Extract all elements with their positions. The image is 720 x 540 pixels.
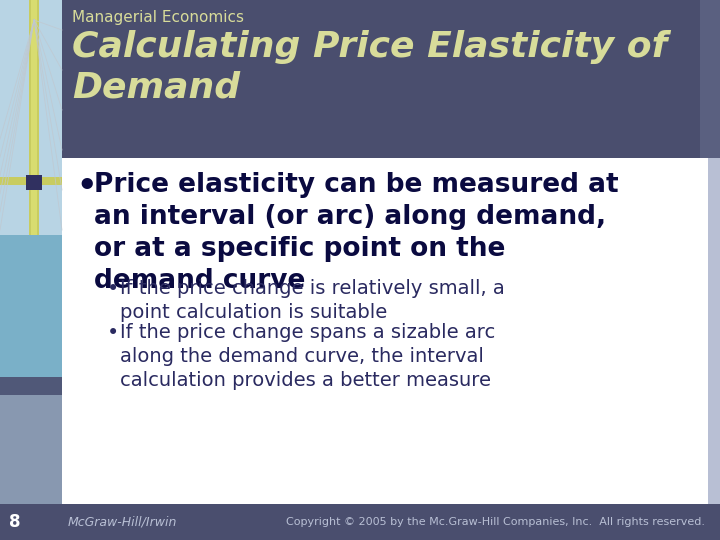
Bar (29, 0, 39, 240)
Bar (0, 504, 720, 540)
Bar (0, 395, 62, 540)
Text: Managerial Economics: Managerial Economics (72, 10, 244, 25)
Bar (0, 235, 62, 380)
Text: If the price change is relatively small, a
point calculation is suitable: If the price change is relatively small,… (120, 279, 505, 322)
Text: 8: 8 (9, 513, 21, 531)
Bar (0, 0, 62, 340)
Bar (708, 158, 720, 504)
Text: Demand: Demand (72, 70, 240, 104)
Text: Copyright © 2005 by the Mc.Graw-Hill Companies, Inc.  All rights reserved.: Copyright © 2005 by the Mc.Graw-Hill Com… (286, 517, 705, 527)
Text: •: • (76, 172, 96, 203)
Text: •: • (107, 322, 120, 342)
Bar (62, 158, 720, 504)
Bar (0, 377, 62, 395)
Text: McGraw-Hill/Irwin: McGraw-Hill/Irwin (68, 516, 177, 529)
Bar (31, 0, 37, 240)
Bar (700, 0, 720, 158)
Text: If the price change spans a sizable arc
along the demand curve, the interval
cal: If the price change spans a sizable arc … (120, 322, 495, 390)
Text: Calculating Price Elasticity of: Calculating Price Elasticity of (72, 30, 667, 64)
Bar (62, 0, 720, 158)
Bar (0, 0, 62, 540)
Bar (0, 177, 62, 185)
Bar (26, 175, 42, 190)
Text: Price elasticity can be measured at
an interval (or arc) along demand,
or at a s: Price elasticity can be measured at an i… (94, 172, 618, 294)
Text: •: • (107, 279, 120, 299)
